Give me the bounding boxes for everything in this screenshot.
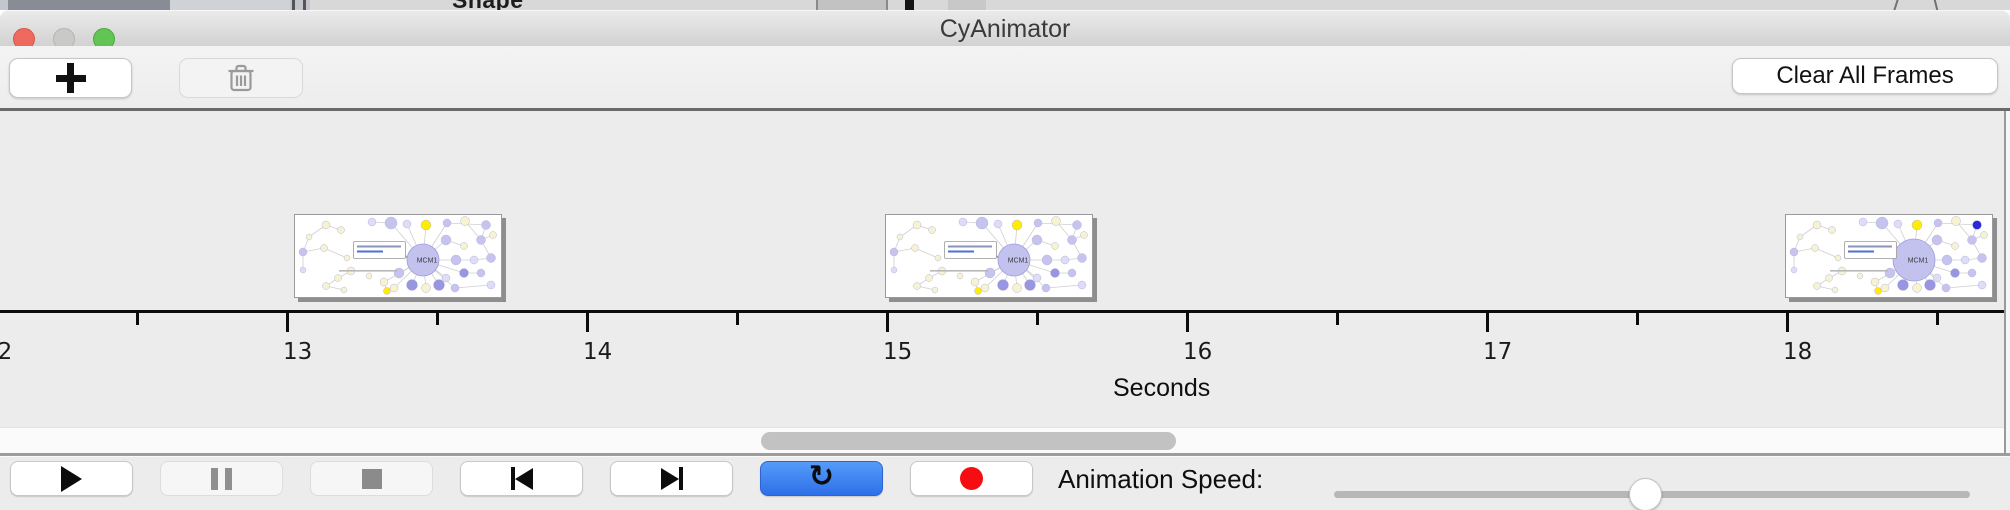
add-frame-button[interactable] xyxy=(9,58,132,98)
frame-thumbnail[interactable]: MCM1 xyxy=(294,214,502,298)
play-icon xyxy=(61,465,82,492)
major-tick xyxy=(1486,312,1489,332)
background-divider xyxy=(303,0,306,10)
svg-text:MCM1: MCM1 xyxy=(1008,258,1029,265)
loop-icon: ↻ xyxy=(808,458,835,494)
skip-to-start-icon xyxy=(510,467,533,490)
tick-label: 13 xyxy=(283,339,313,365)
background-block xyxy=(8,0,170,10)
major-tick xyxy=(1186,312,1189,332)
toolbar-divider xyxy=(0,108,2010,111)
tick-label: 18 xyxy=(1783,339,1813,365)
minor-tick xyxy=(136,312,139,325)
tick-label: 16 xyxy=(1183,339,1213,365)
play-button[interactable] xyxy=(10,461,133,496)
major-tick xyxy=(1786,312,1789,332)
controls-divider xyxy=(0,453,2010,456)
background-mark xyxy=(905,0,914,10)
axis-label: Seconds xyxy=(1113,374,1211,402)
animation-speed-label: Animation Speed: xyxy=(1058,464,1264,494)
background-strip xyxy=(310,0,2010,10)
skip-to-end-icon xyxy=(660,467,683,490)
pause-button[interactable] xyxy=(160,461,283,496)
scrollbar-thumb[interactable] xyxy=(761,432,1176,450)
slider-knob[interactable] xyxy=(1629,478,1663,510)
loop-button[interactable]: ↻ xyxy=(760,461,883,496)
panel-gutter xyxy=(2006,111,2010,453)
major-tick xyxy=(286,312,289,332)
timeline-panel[interactable]: MCM1 MCM1 MCM1 12 13 14 15 16 17 18 Seconds xyxy=(0,111,2010,453)
major-tick xyxy=(886,312,889,332)
svg-text:MCM1: MCM1 xyxy=(1908,258,1929,265)
background-divider xyxy=(292,0,295,10)
frame-thumbnail[interactable]: MCM1 xyxy=(885,214,1093,298)
tick-label: 14 xyxy=(583,339,613,365)
tick-label: 17 xyxy=(1483,339,1513,365)
minor-tick xyxy=(736,312,739,325)
window-title: CyAnimator xyxy=(939,15,1071,43)
stop-icon xyxy=(361,468,382,489)
clear-all-frames-button[interactable]: Clear All Frames xyxy=(1732,58,1998,94)
record-icon xyxy=(960,467,983,490)
trash-icon xyxy=(228,64,254,92)
delete-frame-button[interactable] xyxy=(179,58,303,98)
minor-tick xyxy=(1936,312,1939,325)
svg-text:MCM1: MCM1 xyxy=(417,258,438,265)
plus-icon xyxy=(55,63,86,93)
minor-tick xyxy=(1336,312,1339,325)
record-button[interactable] xyxy=(910,461,1033,496)
background-block xyxy=(170,0,290,10)
tick-label: 12 xyxy=(0,339,13,365)
major-tick xyxy=(586,312,589,332)
timeline-scrollbar[interactable] xyxy=(0,427,2004,454)
pause-icon xyxy=(211,467,232,490)
title-bar: CyAnimator xyxy=(0,10,2010,50)
minor-tick xyxy=(436,312,439,325)
frame-toolbar: Clear All Frames xyxy=(0,46,2010,108)
panel-border xyxy=(2004,111,2006,453)
timeline-axis xyxy=(0,310,2005,313)
minor-tick xyxy=(1636,312,1639,325)
playback-control-bar: ↻ Animation Speed: xyxy=(0,456,2010,510)
skip-to-start-button[interactable] xyxy=(460,461,583,496)
background-control xyxy=(948,0,986,10)
background-shape-label: Shape xyxy=(452,0,524,10)
stop-button[interactable] xyxy=(310,461,433,496)
minor-tick xyxy=(1036,312,1039,325)
background-control xyxy=(816,0,888,10)
tick-label: 15 xyxy=(883,339,913,365)
frame-thumbnail[interactable]: MCM1 xyxy=(1785,214,1993,298)
skip-to-end-button[interactable] xyxy=(610,461,733,496)
background-window-sliver: Shape xyxy=(0,0,2010,10)
